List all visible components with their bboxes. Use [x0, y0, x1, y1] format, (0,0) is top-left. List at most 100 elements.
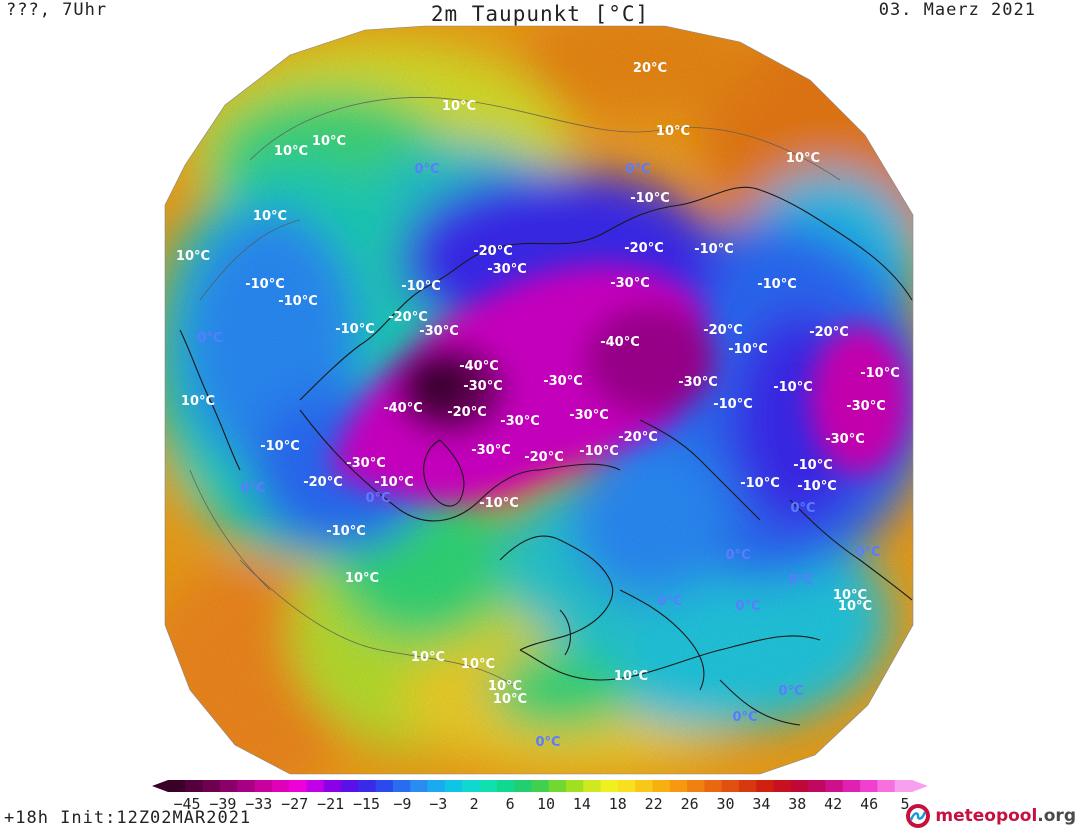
scale-swatch	[531, 780, 550, 792]
isotherm-label: -20°C	[624, 241, 664, 256]
isotherm-label: 10°C	[833, 588, 867, 603]
scale-swatch	[219, 780, 238, 792]
scale-swatch	[583, 780, 602, 792]
scale-swatch	[790, 780, 809, 792]
scale-swatch	[168, 780, 186, 792]
isotherm-label: -10°C	[260, 439, 300, 454]
isotherm-label: 0°C	[240, 481, 265, 496]
isotherm-label: 20°C	[633, 61, 667, 76]
isotherm-labels: 20°C10°C10°C10°C10°C10°C0°C 0°C10°C10°C-1…	[176, 61, 900, 750]
isotherm-label: -10°C	[335, 322, 375, 337]
scale-tick-label: −15	[352, 795, 381, 813]
isotherm-label: -40°C	[600, 335, 640, 350]
scale-swatch	[306, 780, 325, 792]
isotherm-label: -10°C	[694, 242, 734, 257]
isotherm-label: -10°C	[278, 294, 318, 309]
isotherm-label: 0°C	[657, 594, 682, 609]
scale-swatch	[894, 780, 913, 792]
isotherm-label: 10°C	[176, 249, 210, 264]
isotherm-label: -30°C	[543, 374, 583, 389]
isotherm-label: 10°C	[488, 679, 522, 694]
isotherm-label: 10°C	[181, 394, 215, 409]
scale-tick-label: 6	[505, 795, 515, 813]
scale-swatch	[392, 780, 411, 792]
brand-logo[interactable]: meteopool .org	[904, 801, 1076, 831]
isotherm-label: -10°C	[797, 479, 837, 494]
isotherm-label: -30°C	[500, 414, 540, 429]
scale-swatch	[341, 780, 359, 792]
scale-swatch	[462, 780, 481, 792]
dewpoint-field	[165, 26, 913, 774]
scale-swatch	[756, 780, 775, 792]
scale-swatch	[323, 780, 342, 792]
isotherm-label: -20°C	[618, 430, 658, 445]
isotherm-label: -10°C	[757, 277, 797, 292]
scale-swatch	[860, 780, 878, 792]
isotherm-label: -20°C	[703, 323, 743, 338]
scale-tick-label: −27	[281, 795, 309, 813]
isotherm-label: -30°C	[463, 379, 503, 394]
isotherm-label: -10°C	[793, 458, 833, 473]
isotherm-label: 0°C	[778, 684, 803, 699]
isotherm-label: 0°C	[735, 599, 760, 614]
isotherm-label: 0°C	[725, 548, 750, 563]
contour-lines	[189, 97, 841, 691]
scale-swatch	[479, 780, 498, 792]
isotherm-label: -10°C	[860, 366, 900, 381]
isotherm-label: -20°C	[809, 325, 849, 340]
isotherm-label: -20°C	[447, 405, 487, 420]
scale-swatch	[410, 780, 429, 792]
scale-swatch	[617, 780, 636, 792]
scale-swatch	[289, 780, 308, 792]
scale-tick-label: −45	[173, 795, 201, 813]
scale-swatch	[548, 780, 567, 792]
coastlines	[179, 186, 913, 726]
scale-swatch	[877, 780, 896, 792]
isotherm-label: -30°C	[346, 456, 386, 471]
isotherm-label: 0°C	[790, 501, 815, 516]
scale-swatch	[669, 780, 688, 792]
isotherm-label: 0°C	[732, 710, 757, 725]
isotherm-label: -10°C	[579, 444, 619, 459]
isotherm-label: 0°C	[365, 491, 390, 506]
map-disk-outline	[164, 25, 914, 775]
scale-swatch	[773, 780, 792, 792]
isotherm-label: -10°C	[245, 277, 285, 292]
scale-swatch	[808, 780, 827, 792]
texture-overlay	[165, 26, 913, 774]
isotherm-label: 0°C	[855, 545, 880, 560]
scale-swatch	[254, 780, 273, 792]
forecast-init-info: +18h Init:12Z02MAR2021	[4, 808, 252, 828]
scale-tick-label: 10	[536, 795, 556, 813]
isotherm-label: -40°C	[459, 359, 499, 374]
scale-tick-label: 22	[644, 795, 663, 813]
scale-min-arrow	[152, 780, 168, 792]
scale-swatch	[825, 780, 844, 792]
scale-swatch	[704, 780, 723, 792]
brand-suffix: .org	[1037, 806, 1076, 826]
isotherm-label: -30°C	[678, 375, 718, 390]
isotherm-label: 0°C	[788, 573, 813, 588]
isotherm-label: -30°C	[569, 408, 609, 423]
scale-swatch	[496, 780, 515, 792]
isotherm-label: 10°C	[838, 599, 872, 614]
isotherm-label: -30°C	[487, 262, 527, 277]
isotherm-label: -10°C	[630, 191, 670, 206]
scale-tick-label: −9	[393, 795, 412, 813]
isotherm-label: 10°C	[411, 650, 445, 665]
scale-tick-label: 30	[716, 795, 735, 813]
scale-swatch	[444, 780, 463, 792]
valid-date: 03. Maerz 2021	[878, 0, 1036, 20]
brand-name: meteopool	[935, 806, 1038, 826]
isotherm-label: 0°C	[535, 735, 560, 750]
isotherm-label: -30°C	[471, 443, 511, 458]
scale-swatch	[237, 780, 256, 792]
isotherm-label: 10°C	[312, 134, 346, 149]
scale-swatch	[721, 780, 740, 792]
color-scale-bar	[152, 780, 928, 792]
meteopool-logo-icon	[906, 804, 931, 828]
scale-tick-label: 2	[469, 795, 479, 813]
isotherm-label: -20°C	[473, 244, 513, 259]
scale-swatch	[738, 780, 757, 792]
